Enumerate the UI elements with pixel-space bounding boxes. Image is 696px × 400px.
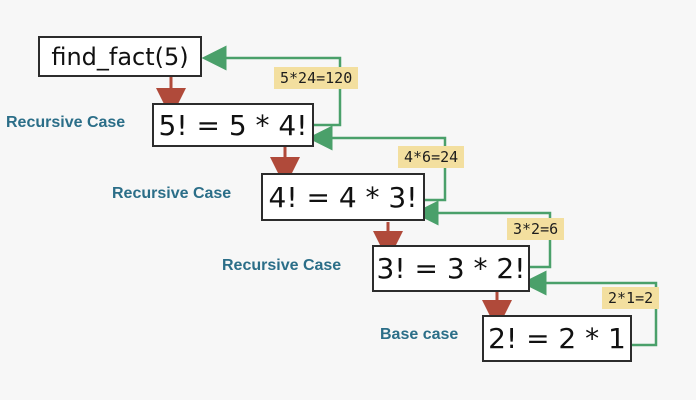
expression-text-2: 4! = 4 * 3! bbox=[268, 180, 418, 214]
return-value-label-2: 4*6=24 bbox=[398, 146, 465, 168]
case-label-1: Recursive Case bbox=[6, 114, 126, 131]
return-arrow-3 bbox=[413, 200, 552, 269]
return-arrow-4 bbox=[521, 270, 658, 347]
expression-box-2: 4! = 4 * 3! bbox=[261, 173, 425, 221]
case-label-4: Base case bbox=[380, 326, 459, 343]
return-arrow-2 bbox=[307, 125, 447, 202]
case-label-3: Recursive Case bbox=[222, 257, 342, 274]
expression-text-1: 5! = 5 * 4! bbox=[158, 108, 308, 142]
expression-box-3: 3! = 3 * 2! bbox=[372, 245, 530, 292]
start-call-box: find_fact(5) bbox=[38, 36, 202, 77]
expression-box-4: 2! = 2 * 1 bbox=[482, 315, 632, 362]
return-arrow-1 bbox=[201, 45, 342, 127]
expression-text-4: 2! = 2 * 1 bbox=[488, 322, 626, 355]
expression-text-3: 3! = 3 * 2! bbox=[376, 252, 526, 285]
return-value-label-4: 2*1=2 bbox=[602, 287, 660, 309]
start-call-text: find_fact(5) bbox=[51, 42, 189, 71]
return-value-label-1: 5*24=120 bbox=[274, 67, 359, 89]
case-label-2: Recursive Case bbox=[112, 185, 232, 202]
return-value-label-3: 3*2=6 bbox=[507, 218, 565, 240]
expression-box-1: 5! = 5 * 4! bbox=[152, 103, 314, 147]
